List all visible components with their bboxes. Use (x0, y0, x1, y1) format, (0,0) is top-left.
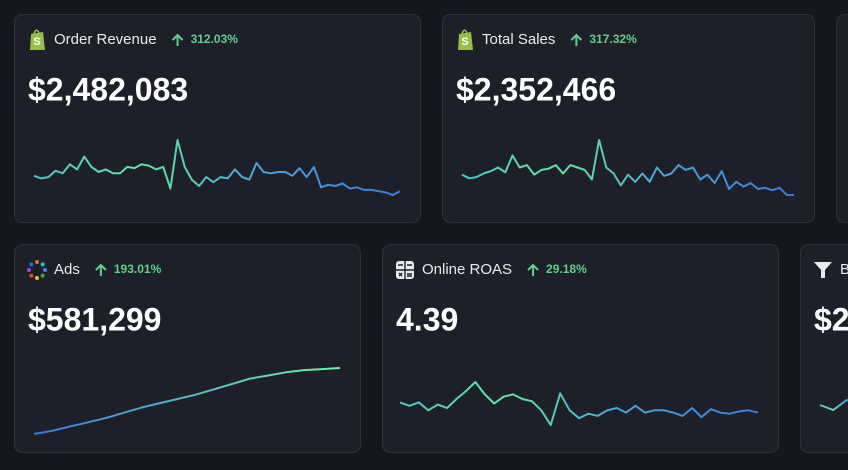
ads-icon-dot (27, 268, 31, 272)
ads-icon-dot (35, 276, 39, 280)
metric-value: $2,482,083 (28, 71, 188, 107)
change-percent: 317.32% (589, 32, 637, 46)
metric-value: $581,299 (28, 301, 161, 337)
change-percent: 193.01% (114, 262, 162, 276)
card-title: B (840, 261, 848, 278)
ads-icon-dot (43, 268, 47, 272)
metric-value: 4.39 (396, 301, 458, 337)
change-percent: 312.03% (191, 32, 239, 46)
card-title: Online ROAS (422, 261, 512, 278)
ads-icon-dot (41, 262, 45, 266)
card-title: Ads (54, 261, 80, 278)
card-title: Order Revenue (54, 31, 157, 48)
shopify-icon-mark: S (461, 36, 468, 48)
metric-value: $2 (814, 301, 848, 337)
metric-card (837, 15, 848, 223)
ads-icon-dot (41, 274, 45, 278)
shopify-icon-mark: S (33, 36, 40, 48)
ads-icon-dot (35, 260, 39, 264)
ads-icon-dot (29, 262, 33, 266)
card-title: Total Sales (482, 31, 555, 48)
change-percent: 29.18% (546, 262, 587, 276)
metric-value: $2,352,466 (456, 71, 616, 107)
ads-icon-dot (29, 274, 33, 278)
